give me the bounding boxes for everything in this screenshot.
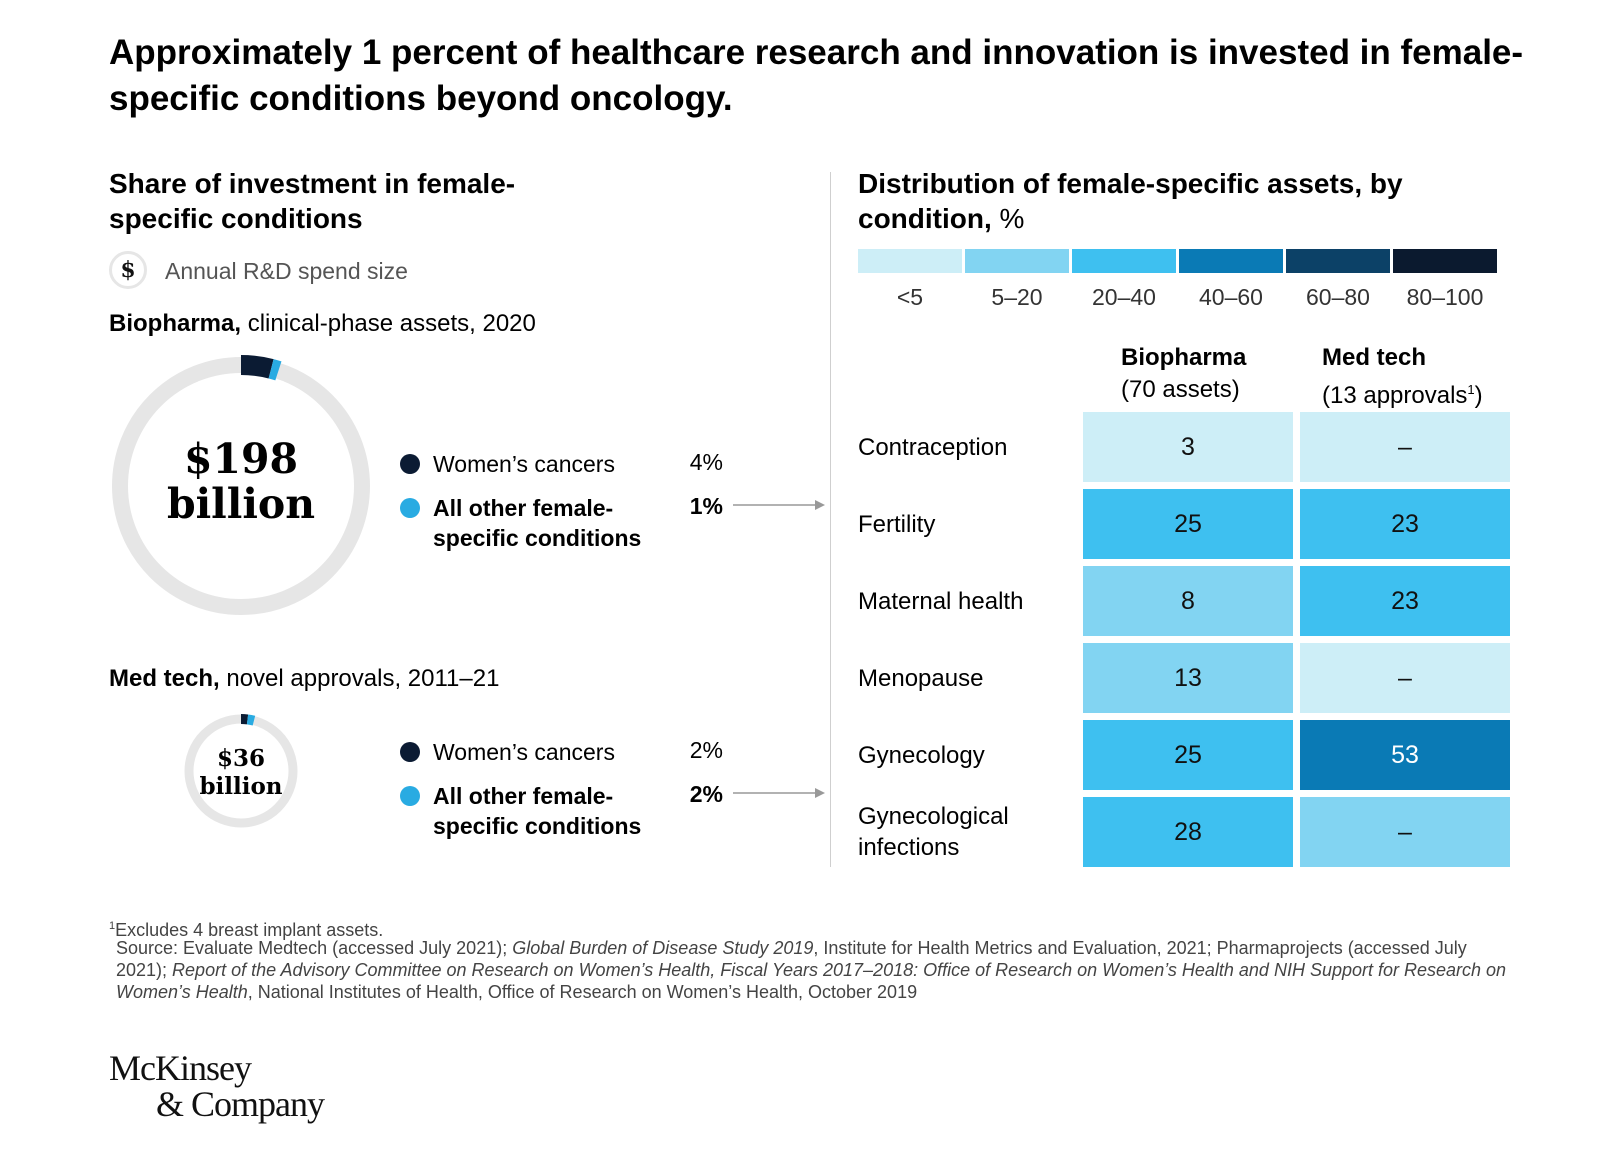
arrow-right-icon: [733, 500, 825, 510]
biopharma-other-conditions-pct: 1%: [689, 493, 723, 519]
scale-swatch: [1179, 249, 1283, 273]
arrow-right-icon: [733, 788, 825, 798]
biopharma-subtitle: Biopharma, clinical-phase assets, 2020: [109, 310, 536, 337]
heatmap-cell: –: [1300, 797, 1510, 867]
scale-swatch: [1072, 249, 1176, 273]
legend-dot-dark: [400, 454, 420, 474]
medtech-amount: $36: [216, 745, 265, 772]
heatmap-cell: 8: [1083, 566, 1293, 636]
row-label: Maternal health: [858, 587, 1024, 615]
biopharma-donut: [112, 355, 370, 615]
heatmap-cell: 25: [1083, 489, 1293, 559]
biopharma-donut-label: $198 billion: [130, 437, 352, 527]
column-header-biopharma: Biopharma (70 assets): [1121, 344, 1247, 403]
scale-swatch: [1393, 249, 1497, 273]
mckinsey-logo: McKinsey & Company: [109, 1048, 325, 1124]
column-header-medtech: Med tech (13 approvals1): [1322, 344, 1483, 409]
footnote: 1Excludes 4 breast implant assets.: [109, 920, 384, 940]
scale-label: 20–40: [1092, 284, 1156, 310]
medtech-donut-label: $36 billion: [186, 745, 296, 801]
medtech-womens-cancers-pct: 2%: [689, 737, 723, 763]
row-label: Gynecological infections: [858, 803, 1009, 861]
heatmap-cell: 25: [1083, 720, 1293, 790]
scale-swatch: [1286, 249, 1390, 273]
biopharma-unit: billion: [166, 480, 316, 528]
source-note: Source: Evaluate Medtech (accessed July …: [116, 938, 1507, 1002]
legend-label: All other female-specific conditions: [433, 783, 642, 839]
left-section-title: Share of investment in female-specific c…: [109, 168, 516, 234]
scale-label: <5: [896, 284, 924, 310]
section-divider: [830, 172, 831, 867]
legend-label: Women’s cancers: [433, 451, 615, 477]
heatmap-cell: 13: [1083, 643, 1293, 713]
biopharma-donut-segment-womens-cancers: [240, 355, 274, 379]
heatmap-cell: 3: [1083, 412, 1293, 482]
row-label: Gynecology: [858, 741, 985, 769]
row-label: Fertility: [858, 510, 936, 538]
biopharma-womens-cancers-pct: 4%: [689, 449, 723, 475]
legend-dot-dark: [400, 742, 420, 762]
legend-dot-light: [400, 786, 420, 806]
scale-label: 5–20: [991, 284, 1043, 310]
spend-size-label: Annual R&D spend size: [165, 258, 408, 284]
headline: Approximately 1 percent of healthcare re…: [109, 33, 1524, 118]
biopharma-donut-segment-other-conditions: [268, 359, 282, 381]
heatmap-cell: –: [1300, 412, 1510, 482]
medtech-unit: billion: [199, 773, 283, 800]
dollar-icon: $: [109, 251, 147, 289]
biopharma-legend-other-conditions: All other female-specific conditions: [400, 493, 660, 553]
medtech-donut: [184, 714, 298, 828]
heatmap-cell: 23: [1300, 566, 1510, 636]
scale-label: 60–80: [1306, 284, 1370, 310]
heatmap-cell: 53: [1300, 720, 1510, 790]
medtech-other-conditions-pct: 2%: [689, 781, 723, 807]
heatmap-cell: 28: [1083, 797, 1293, 867]
biopharma-amount: $198: [183, 435, 299, 483]
scale-label: 40–60: [1199, 284, 1263, 310]
heatmap-cell: –: [1300, 643, 1510, 713]
medtech-donut-segment-other-conditions: [246, 714, 256, 726]
legend-dot-light: [400, 498, 420, 518]
legend-label: Women’s cancers: [433, 739, 615, 765]
legend-label: All other female-specific conditions: [433, 495, 642, 551]
medtech-legend-other-conditions: All other female-specific conditions: [400, 781, 660, 841]
medtech-subtitle: Med tech, novel approvals, 2011–21: [109, 665, 500, 692]
row-label: Menopause: [858, 664, 984, 692]
heatmap-cell: 23: [1300, 489, 1510, 559]
scale-swatch: [965, 249, 1069, 273]
row-label: Contraception: [858, 433, 1008, 461]
right-section-title: Distribution of female-specific assets, …: [858, 168, 1403, 234]
scale-swatch: [858, 249, 962, 273]
scale-label: 80–100: [1406, 284, 1484, 310]
